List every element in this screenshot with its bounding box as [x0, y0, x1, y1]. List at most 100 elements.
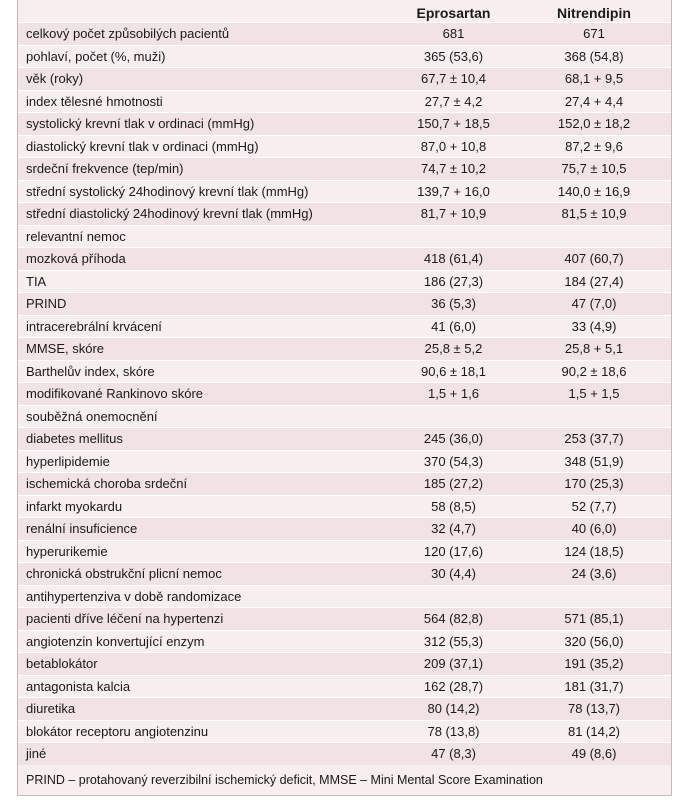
nitrendipin-value: 25,8 + 5,1	[564, 341, 624, 356]
table-row: TIA 186 (27,3) 184 (27,4)	[18, 269, 671, 292]
nitrendipin-value: 33 (4,9)	[571, 318, 617, 334]
nitrendipin-value: 40 (6,0)	[571, 521, 617, 536]
row-label: srdeční frekvence (tep/min)	[26, 161, 184, 176]
nitrendipin-value: 81 (14,2)	[567, 723, 621, 739]
table-row: srdeční frekvence (tep/min) 74,7 ± 10,2 75…	[18, 157, 671, 180]
row-label: střední diastolický 24hodinový krevní tl…	[26, 206, 313, 221]
eprosartan-value: 80 (14,2)	[427, 701, 480, 716]
nitrendipin-value: 75,7 ± 10,5	[561, 161, 627, 176]
nitrendipin-value: 49 (8,6)	[571, 746, 617, 761]
eprosartan-value: 58 (8,5)	[431, 498, 476, 514]
row-label: TIA	[26, 273, 47, 289]
eprosartan-value: 67,7 ± 10,4	[421, 71, 486, 86]
table-row: modifikované Rankinovo skóre 1,5 + 1,6 1,5…	[18, 382, 671, 405]
table-row: systolický krevní tlak v ordinaci (mmHg)…	[18, 112, 671, 135]
nitrendipin-value: 407 (60,7)	[564, 251, 624, 266]
nitrendipin-value: 170 (25,3)	[564, 476, 624, 491]
eprosartan-value: 185 (27,2)	[423, 476, 484, 491]
table-row: PRIND 36 (5,3) 47 (7,0)	[18, 292, 671, 315]
row-label: mozková příhoda	[26, 251, 126, 266]
nitrendipin-value: 1,5 + 1,5	[568, 386, 620, 401]
row-label: pacienti dříve léčení na hypertenzi	[26, 611, 224, 626]
row-label: diabetes mellitus	[26, 431, 123, 446]
nitrendipin-value: 52 (7,7)	[571, 498, 617, 514]
table-body: celkový počet způsobilých pacientů 681 671…	[18, 22, 671, 765]
table-row: věk (roky) 67,7 ± 10,4 68,1 + 9,5	[18, 67, 671, 90]
row-label: souběžná onemocnění	[26, 408, 158, 424]
table-row: betablokátor 209 (37,1) 191 (35,2)	[18, 652, 671, 675]
row-label: pohlaví, počet (%, muži)	[26, 48, 166, 64]
table-row: MMSE, skóre 25,8 ± 5,2 25,8 + 5,1	[18, 337, 671, 360]
nitrendipin-value: 27,4 + 4,4	[564, 93, 624, 109]
row-label: modifikované Rankinovo skóre	[26, 386, 204, 401]
row-label: věk (roky)	[26, 71, 84, 86]
table-header: Eprosartan Nitrendipin	[18, 0, 671, 22]
table-row: blokátor receptoru angiotenzinu 78 (13,8)…	[18, 719, 671, 742]
nitrendipin-value: 184 (27,4)	[564, 273, 624, 289]
table-row: hyperlipidemie 370 (54,3) 348 (51,9)	[18, 449, 671, 472]
eprosartan-value: 87,0 + 10,8	[420, 138, 487, 154]
eprosartan-value: 25,8 ± 5,2	[424, 341, 483, 356]
row-label: celkový počet způsobilých pacientů	[26, 26, 230, 41]
column-header-nitrendipin: Nitrendipin	[557, 5, 631, 21]
eprosartan-value: 162 (28,7)	[423, 678, 484, 694]
nitrendipin-value: 24 (3,6)	[571, 566, 617, 581]
eprosartan-value: 90,6 ± 18,1	[421, 363, 486, 379]
table-row: infarkt myokardu 58 (8,5) 52 (7,7)	[18, 494, 671, 517]
table-row: hyperurikemie 120 (17,6) 124 (18,5)	[18, 539, 671, 562]
nitrendipin-value: 671	[583, 26, 605, 41]
table-row: diastolický krevní tlak v ordinaci (mmHg…	[18, 134, 671, 157]
nitrendipin-value: 68,1 + 9,5	[564, 71, 624, 86]
table-row: renální insuficience 32 (4,7) 40 (6,0)	[18, 517, 671, 540]
table-row: angiotenzin konvertující enzym 312 (55,3)…	[18, 629, 671, 652]
nitrendipin-value: 320 (56,0)	[564, 633, 624, 649]
table-row: pohlaví, počet (%, muži) 365 (53,6) 368 (5…	[18, 44, 671, 67]
nitrendipin-value: 124 (18,5)	[564, 543, 624, 559]
eprosartan-value: 139,7 + 16,0	[417, 183, 490, 199]
row-label: antihypertenziva v době randomizace	[26, 588, 242, 604]
row-label: antagonista kalcia	[26, 678, 131, 694]
nitrendipin-value: 368 (54,8)	[564, 48, 624, 64]
row-label: PRIND	[26, 296, 67, 311]
eprosartan-value: 150,7 + 18,5	[417, 116, 490, 131]
nitrendipin-value: 191 (35,2)	[564, 656, 624, 671]
eprosartan-value: 681	[442, 26, 465, 41]
nitrendipin-value: 348 (51,9)	[564, 453, 624, 469]
nitrendipin-value: 571 (85,1)	[564, 611, 624, 626]
eprosartan-value: 209 (37,1)	[423, 656, 484, 671]
nitrendipin-value: 78 (13,7)	[567, 701, 621, 716]
nitrendipin-value: 140,0 ± 16,9	[557, 183, 631, 199]
table-row: souběžná onemocnění	[18, 404, 671, 427]
table-row: antihypertenziva v době randomizace	[18, 584, 671, 607]
eprosartan-value: 78 (13,8)	[427, 723, 480, 739]
eprosartan-value: 245 (36,0)	[423, 431, 484, 446]
row-label: diastolický krevní tlak v ordinaci (mmHg…	[26, 138, 259, 154]
row-label: jiné	[26, 746, 47, 761]
table-row: pacienti dříve léčení na hypertenzi 564 (…	[18, 607, 671, 630]
row-label: infarkt myokardu	[26, 498, 123, 514]
table-row: jiné 47 (8,3) 49 (8,6)	[18, 742, 671, 765]
table-row: střední diastolický 24hodinový krevní tl…	[18, 202, 671, 225]
eprosartan-value: 32 (4,7)	[431, 521, 476, 536]
nitrendipin-value: 152,0 ± 18,2	[557, 116, 631, 131]
table-row: index tělesné hmotnosti 27,7 ± 4,2 27,4 + …	[18, 89, 671, 112]
table-row: celkový počet způsobilých pacientů 681 671	[18, 22, 671, 45]
eprosartan-value: 370 (54,3)	[423, 453, 484, 469]
eprosartan-value: 74,7 ± 10,2	[421, 161, 486, 176]
table-footnote: PRIND – protahovaný reverzibilní ischemi…	[26, 773, 543, 787]
row-label: betablokátor	[26, 656, 98, 671]
row-label: index tělesné hmotnosti	[26, 93, 163, 109]
row-label: systolický krevní tlak v ordinaci (mmHg)	[26, 116, 255, 131]
eprosartan-value: 41 (6,0)	[431, 318, 476, 334]
column-header-eprosartan: Eprosartan	[416, 5, 491, 21]
row-label: střední systolický 24hodinový krevní tla…	[26, 183, 309, 199]
table-row: antagonista kalcia 162 (28,7) 181 (31,7)	[18, 674, 671, 697]
table-row: chronická obstrukční plicní nemoc 30 (4,4…	[18, 562, 671, 585]
eprosartan-value: 81,7 + 10,9	[420, 206, 487, 221]
table-row: relevantní nemoc	[18, 224, 671, 247]
table-row: diabetes mellitus 245 (36,0) 253 (37,7)	[18, 427, 671, 450]
table-row: střední systolický 24hodinový krevní tla…	[18, 179, 671, 202]
row-label: MMSE, skóre	[26, 341, 105, 356]
eprosartan-value: 30 (4,4)	[431, 566, 476, 581]
eprosartan-value: 365 (53,6)	[423, 48, 484, 64]
